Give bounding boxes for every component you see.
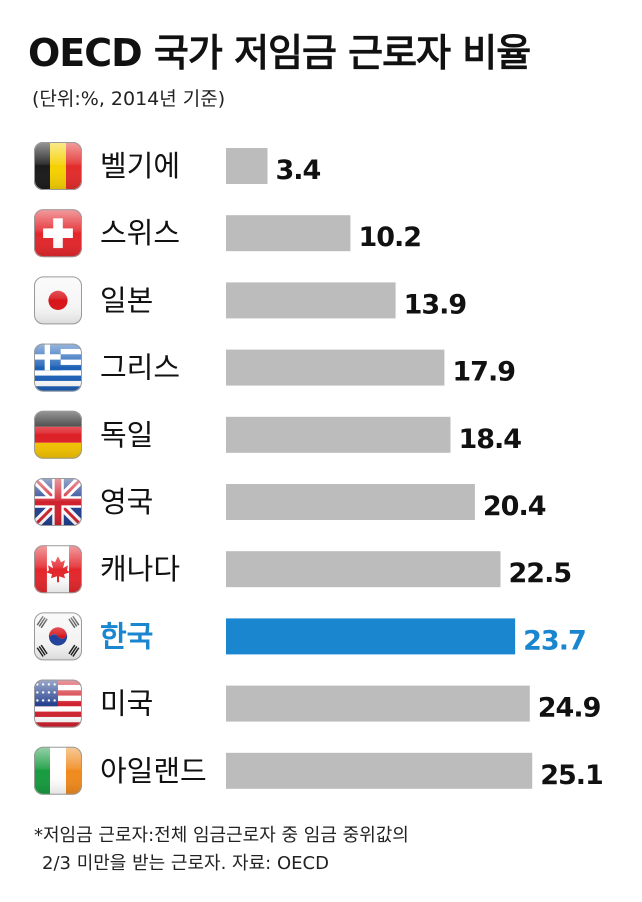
korea-flag	[34, 612, 82, 661]
belgium-flag-frame	[34, 142, 82, 190]
category-label: 일본	[100, 283, 153, 317]
canada-flag	[34, 545, 82, 594]
bar-highlight	[226, 618, 516, 655]
ireland-flag	[34, 746, 82, 795]
japan-flag	[34, 276, 82, 325]
value-label: 13.9	[404, 289, 467, 320]
value-label: 10.2	[358, 222, 421, 253]
chart-title: OECD 국가 저임금 근로자 비율	[28, 31, 531, 75]
bar	[226, 551, 501, 588]
category-label: 한국	[100, 619, 153, 653]
chart-subtitle: (단위:%, 2014년 기준)	[32, 88, 226, 110]
category-label: 영국	[100, 485, 153, 519]
switzerland-flag	[34, 209, 82, 258]
uk-flag-frame	[34, 478, 82, 526]
category-label: 벨기에	[100, 149, 180, 183]
uk-flag	[34, 478, 82, 526]
category-label: 아일랜드	[100, 754, 207, 788]
value-label: 22.5	[509, 558, 572, 589]
value-label: 3.4	[275, 155, 320, 186]
category-label: 스위스	[100, 216, 180, 250]
category-label: 독일	[100, 418, 153, 452]
value-label: 17.9	[452, 357, 515, 388]
germany-flag-frame	[34, 410, 82, 459]
usa-flag-frame	[34, 679, 82, 728]
ireland-flag-frame	[34, 746, 82, 795]
bar	[226, 148, 268, 184]
japan-flag-frame	[34, 276, 82, 325]
germany-flag	[34, 410, 82, 459]
bar	[226, 282, 396, 319]
bar	[226, 416, 451, 453]
footnote-line-2: 2/3 미만을 받는 근로자. 자료: OECD	[42, 853, 329, 874]
greece-flag	[34, 343, 82, 392]
category-label: 캐나다	[100, 552, 180, 586]
footnote-line-1: *저임금 근로자:전체 임금근로자 중 임금 중위값의	[34, 825, 409, 846]
bar	[226, 349, 445, 386]
value-label: 23.7	[523, 625, 586, 656]
value-label: 20.4	[483, 491, 546, 522]
bar	[226, 484, 475, 520]
canada-flag-frame	[34, 545, 82, 594]
bar	[226, 685, 530, 722]
korea-flag-frame	[34, 612, 82, 661]
category-label: 그리스	[100, 351, 180, 385]
value-label: 24.9	[538, 693, 601, 724]
switzerland-flag-frame	[34, 209, 82, 258]
category-label: 미국	[100, 687, 153, 721]
value-label: 25.1	[540, 760, 603, 791]
greece-flag-frame	[34, 343, 82, 392]
belgium-flag	[34, 142, 82, 190]
bar	[226, 752, 533, 789]
bar	[226, 215, 351, 252]
usa-flag	[34, 679, 82, 728]
value-label: 18.4	[458, 424, 521, 455]
footnote: *저임금 근로자:전체 임금근로자 중 임금 중위값의 2/3 미만을 받는 근…	[34, 822, 409, 878]
